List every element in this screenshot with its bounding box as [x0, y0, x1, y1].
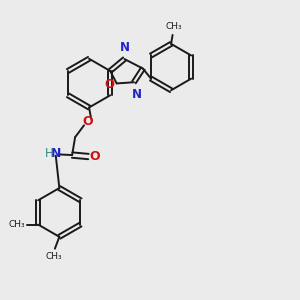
Text: O: O — [104, 78, 114, 92]
Text: CH₃: CH₃ — [46, 252, 62, 261]
Text: O: O — [89, 150, 100, 163]
Text: CH₃: CH₃ — [165, 22, 182, 32]
Text: N: N — [132, 88, 142, 100]
Text: H: H — [45, 147, 54, 160]
Text: N: N — [120, 41, 130, 54]
Text: CH₃: CH₃ — [8, 220, 25, 229]
Text: O: O — [82, 115, 93, 128]
Text: N: N — [51, 147, 61, 160]
